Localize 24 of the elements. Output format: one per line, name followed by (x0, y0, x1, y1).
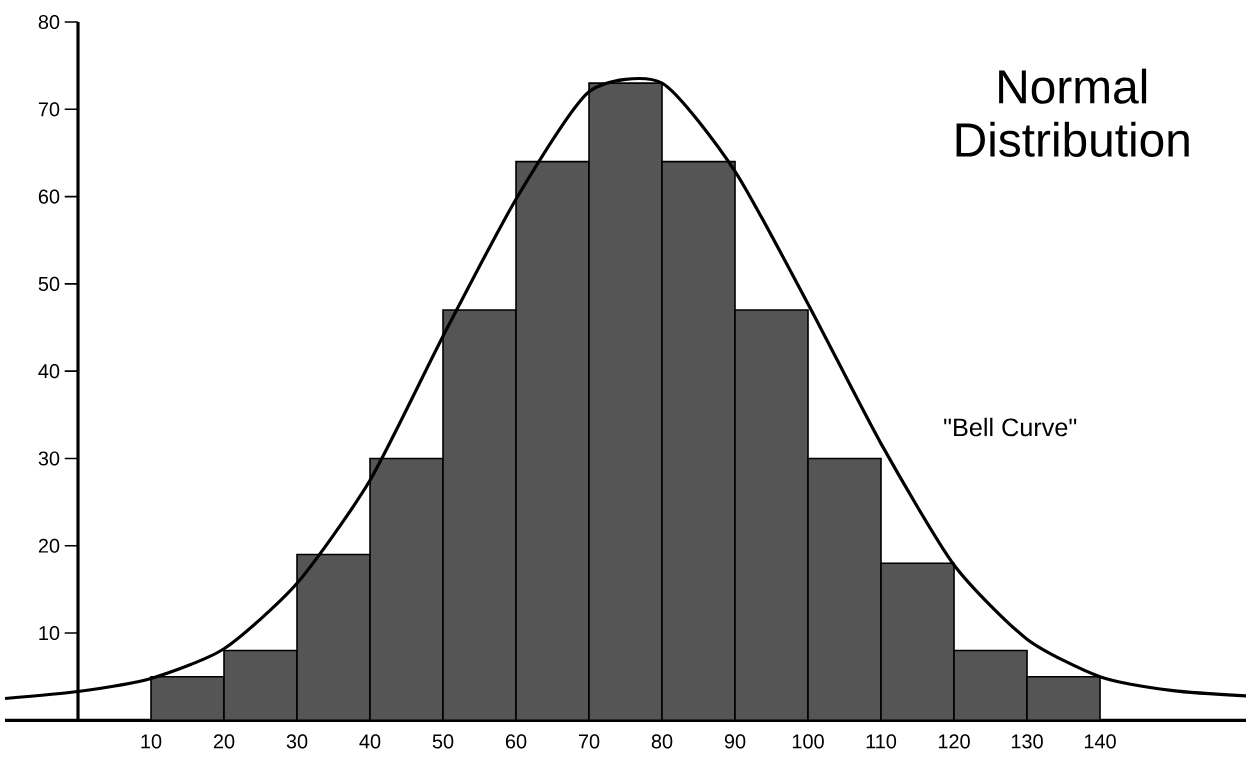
x-tick-label: 130 (1011, 734, 1043, 749)
x-tick-label: 40 (359, 734, 381, 749)
y-tick-label: 70 (38, 102, 60, 117)
y-tick-label: 20 (38, 538, 60, 553)
y-tick-label: 60 (38, 189, 60, 204)
y-tick-label: 30 (38, 451, 60, 466)
x-tick-label: 100 (792, 734, 824, 749)
x-tick-label: 110 (866, 734, 897, 749)
x-tick-label: 50 (432, 734, 454, 749)
x-tick-label: 70 (578, 734, 600, 749)
x-tick-label: 80 (651, 734, 673, 749)
x-tick-label: 60 (505, 734, 527, 749)
y-tick-label: 10 (39, 625, 60, 641)
y-tick-label: 80 (38, 14, 60, 30)
x-tick-label: 120 (938, 734, 970, 749)
annotation: "Bell Curve" (944, 417, 1077, 437)
x-tick-label: 30 (286, 734, 308, 749)
x-tick-label: 20 (213, 734, 235, 749)
x-tick-label: 140 (1084, 734, 1116, 749)
x-tick-label: 90 (724, 734, 746, 749)
text: Normal Distribution (956, 68, 1189, 157)
y-tick-label: 50 (38, 276, 60, 291)
x-tick-label: 10 (141, 734, 162, 749)
y-tick-label: 40 (38, 364, 60, 379)
